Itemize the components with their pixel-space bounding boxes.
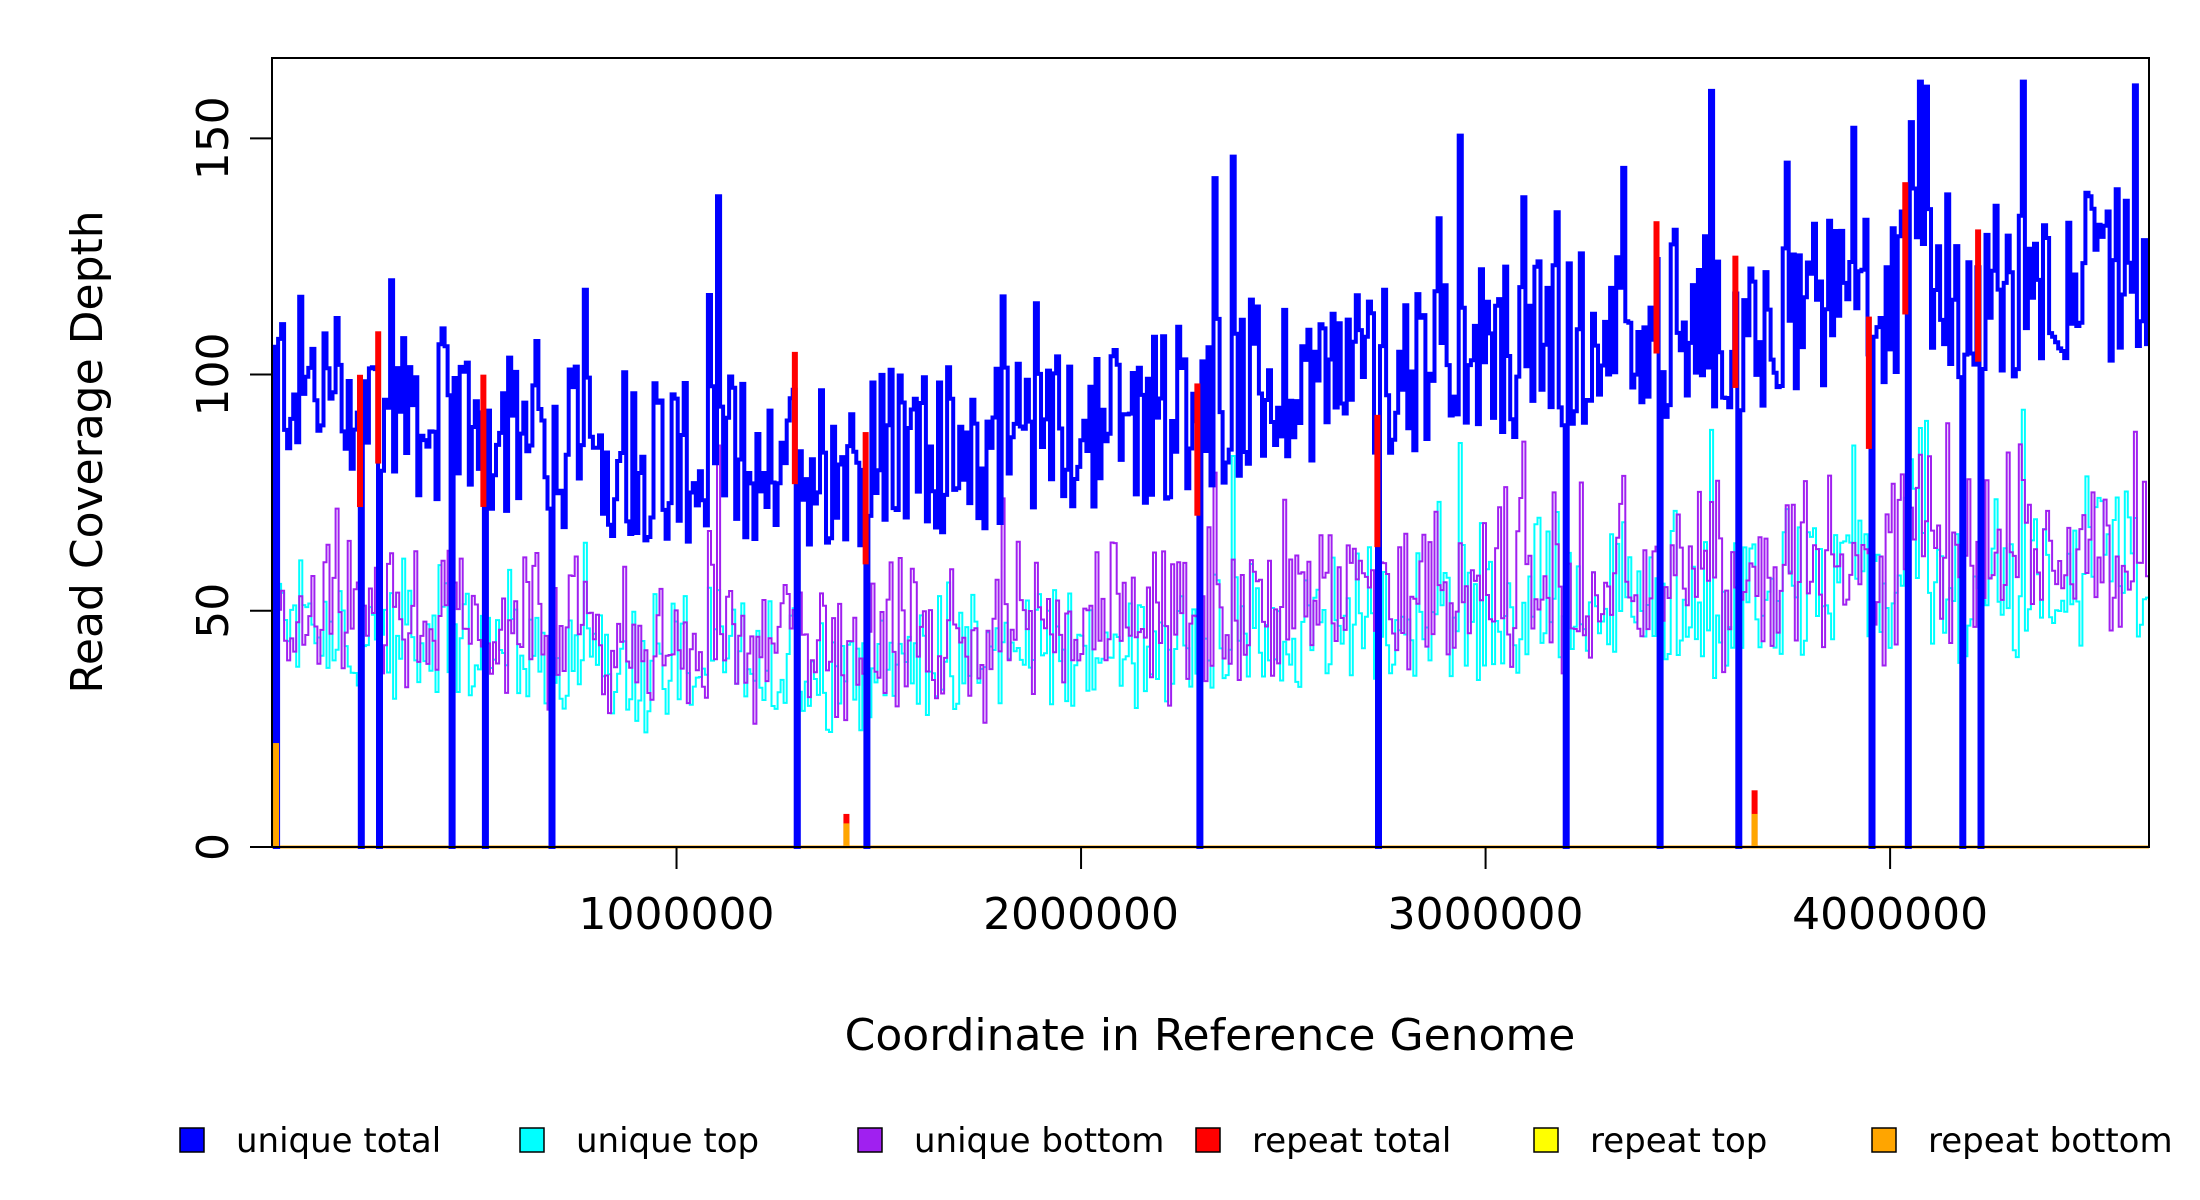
legend-label-unique-top: unique top xyxy=(576,1121,759,1161)
legend-swatch-repeat-total xyxy=(1195,1127,1221,1153)
repeat-total-segment xyxy=(1194,383,1201,516)
repeat-total-segment xyxy=(1975,229,1982,362)
legend-label-repeat-top: repeat top xyxy=(1590,1121,1767,1161)
series-unique-top xyxy=(272,408,2149,848)
legend-swatch-unique-bottom xyxy=(857,1127,883,1153)
x-axis: 1000000 2000000 3000000 4000000 xyxy=(579,847,1988,940)
y-tick-label: 50 xyxy=(188,583,239,639)
legend-swatch-repeat-bottom xyxy=(1871,1127,1897,1153)
series-layer xyxy=(272,79,2149,849)
repeat-total-segment xyxy=(1865,316,1872,449)
legend-swatch-unique-top xyxy=(519,1127,545,1153)
x-tick-label: 4000000 xyxy=(1792,889,1988,940)
y-tick-label: 100 xyxy=(188,333,239,417)
legend-label-unique-bottom: unique bottom xyxy=(914,1121,1164,1161)
repeat-total-segment xyxy=(1374,414,1381,548)
y-tick-label: 0 xyxy=(188,833,239,861)
series-unique-total xyxy=(272,79,2149,849)
repeat-total-segment xyxy=(356,374,363,508)
y-axis: 0 50 100 150 xyxy=(188,96,272,861)
legend-swatch-unique-total xyxy=(179,1127,205,1153)
legend-label-repeat-bottom: repeat bottom xyxy=(1928,1121,2173,1161)
x-tick-label: 1000000 xyxy=(579,889,775,940)
x-tick-label: 2000000 xyxy=(983,889,1179,940)
repeat-total-segment xyxy=(480,374,487,507)
repeat-bottom-spike xyxy=(273,743,280,847)
series-unique-bottom xyxy=(272,422,2149,848)
repeat-total-segment xyxy=(791,351,798,485)
x-axis-title: Coordinate in Reference Genome xyxy=(845,1010,1576,1061)
y-tick-label: 150 xyxy=(188,96,239,180)
repeat-total-segment xyxy=(1902,182,1909,315)
y-axis-title: Read Coverage Depth xyxy=(62,210,113,693)
repeat-total-segment xyxy=(375,331,382,464)
repeat-total-segment xyxy=(862,432,869,565)
legend: unique total unique top unique bottom repea… xyxy=(179,1121,2173,1161)
repeat-total-segment xyxy=(1732,255,1739,388)
legend-label-unique-total: unique total xyxy=(236,1121,441,1161)
x-tick-label: 3000000 xyxy=(1388,889,1584,940)
legend-swatch-repeat-top xyxy=(1533,1127,1559,1153)
legend-label-repeat-total: repeat total xyxy=(1252,1121,1451,1161)
repeat-bottom-spike xyxy=(843,823,850,847)
repeat-total-segment xyxy=(1653,221,1660,354)
repeat-bottom-spike xyxy=(1751,813,1758,847)
plot-frame xyxy=(271,57,2150,848)
